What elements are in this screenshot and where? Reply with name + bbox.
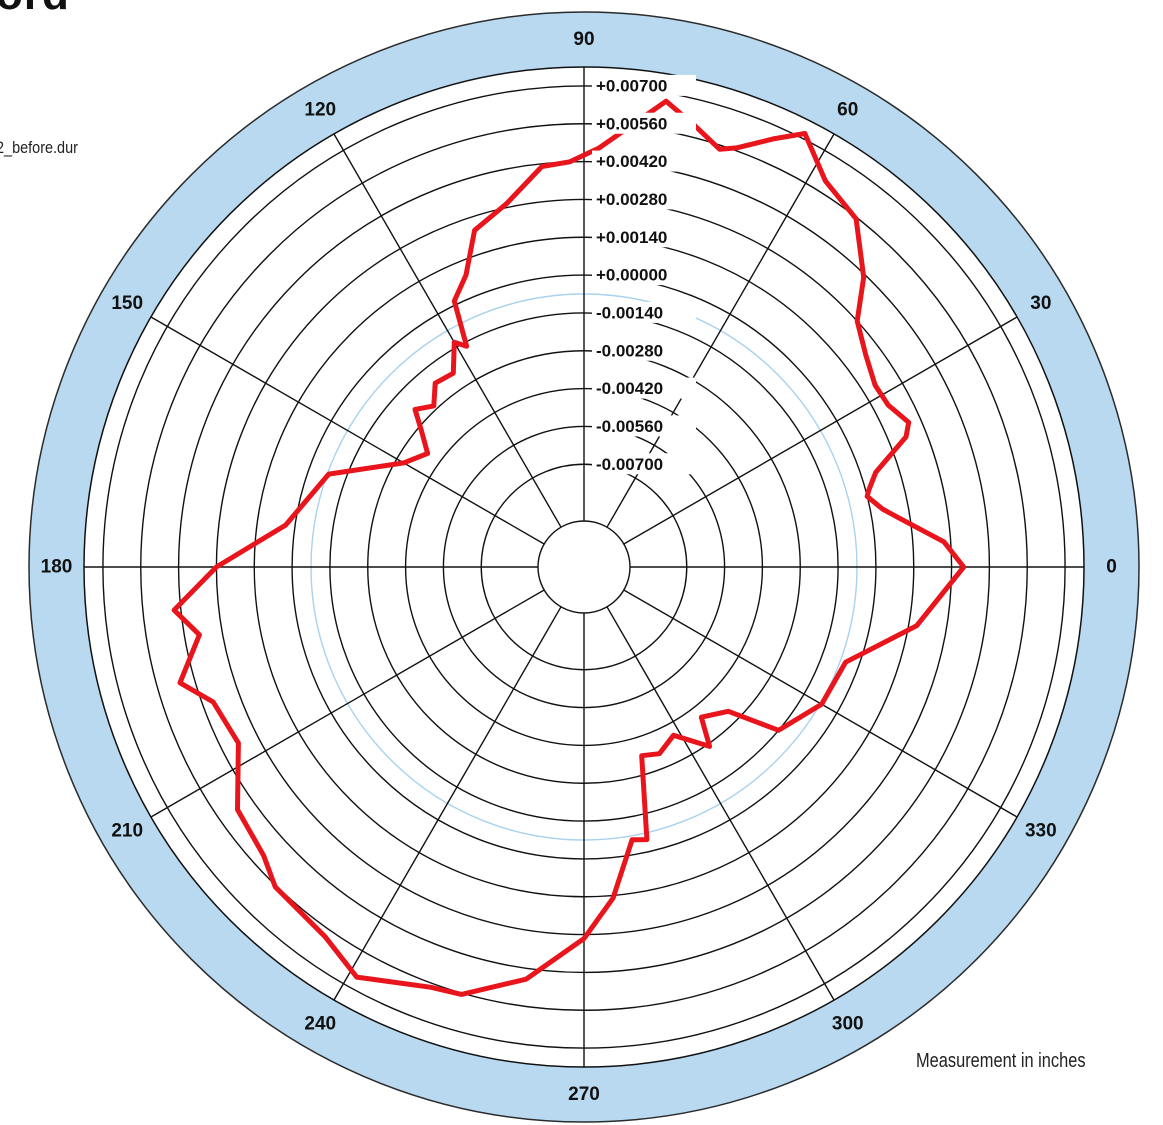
radial-label: +0.00280 (596, 190, 667, 209)
radial-label-backing (592, 264, 696, 286)
radial-label: +0.00420 (596, 152, 667, 171)
angle-label: 240 (304, 1013, 336, 1034)
angle-label: 270 (568, 1084, 600, 1105)
radial-label-backing (592, 188, 696, 210)
units-note: Measurement in inches (916, 1050, 1086, 1072)
angle-label: 60 (837, 100, 858, 121)
radial-label-backing (592, 150, 696, 172)
radial-label-backing (592, 112, 696, 134)
measurement-trace (171, 98, 967, 997)
angle-label: 150 (111, 293, 143, 314)
chart-series (171, 98, 967, 997)
radial-label: +0.00700 (596, 76, 667, 95)
grid-spoke (333, 133, 562, 528)
radial-label-backing (592, 453, 696, 475)
radial-label-backing (592, 74, 696, 96)
angle-label: 90 (573, 29, 594, 50)
radial-label-backing (592, 226, 696, 248)
radial-label-backing (592, 339, 696, 361)
angle-label: 0 (1106, 557, 1117, 578)
angle-label: 120 (304, 100, 336, 121)
chart-grid (84, 67, 1084, 1067)
radial-label-backing (592, 377, 696, 399)
angle-label: 330 (1025, 820, 1057, 841)
radial-label: +0.00000 (596, 266, 667, 285)
radial-label: -0.00140 (596, 303, 663, 322)
angle-label: 210 (111, 820, 143, 841)
file-name-label: 2_before.dur (0, 138, 78, 157)
chart-labels: 0 30 60 90 120 150 180 210 240 270 300 330 -0.00700 -… (41, 29, 1117, 1105)
radial-label: -0.00700 (596, 455, 663, 474)
radial-label-backing (592, 415, 696, 437)
grid-spoke (606, 606, 835, 1001)
grid-spoke (150, 589, 545, 818)
radial-label: -0.00280 (596, 341, 663, 360)
radial-label-backing (592, 301, 696, 323)
angle-label: 300 (832, 1013, 864, 1034)
angle-label: 180 (41, 557, 73, 578)
grid-spoke (333, 606, 562, 1001)
radial-label: -0.00420 (596, 379, 663, 398)
grid-spoke (623, 316, 1018, 545)
radial-label: +0.00560 (596, 114, 667, 133)
radial-label: +0.00140 (596, 228, 667, 247)
angle-label: 30 (1030, 293, 1051, 314)
page-title: ord (0, 0, 70, 20)
grid-spoke (150, 316, 545, 545)
radial-label: -0.00560 (596, 417, 663, 436)
